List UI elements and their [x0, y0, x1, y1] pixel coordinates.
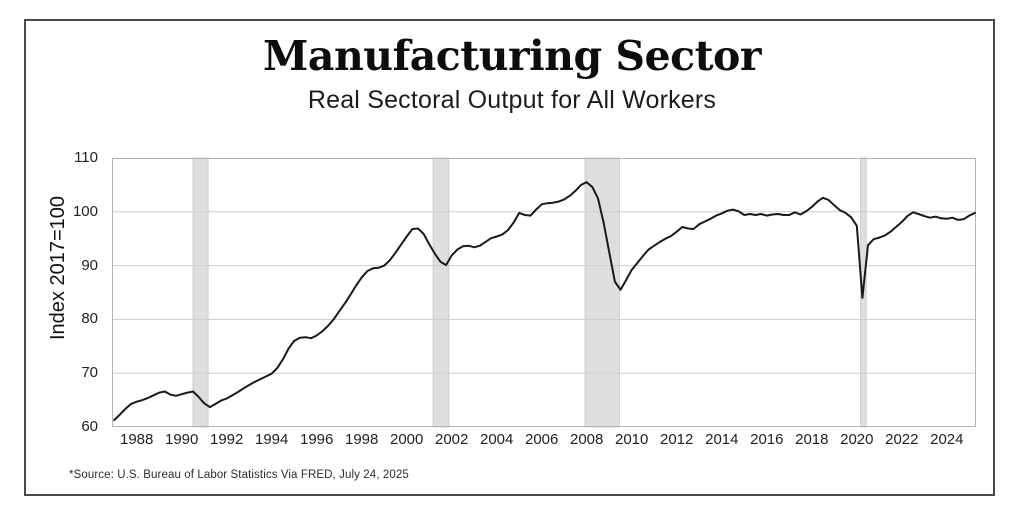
- x-tick-label: 2018: [795, 431, 829, 448]
- plot-svg: [112, 157, 976, 428]
- x-tick-label: 2004: [480, 431, 514, 448]
- x-tick-label: 2010: [615, 431, 649, 448]
- x-tick-label: 2016: [750, 431, 784, 448]
- x-tick-label: 1992: [210, 431, 244, 448]
- outer-frame-border: [24, 19, 995, 496]
- x-tick-label: 1990: [165, 431, 199, 448]
- x-tick-label: 1988: [120, 431, 154, 448]
- x-tick-label: 2012: [660, 431, 694, 448]
- y-tick-label: 90: [81, 256, 98, 274]
- chart-title: Manufacturing Sector: [263, 32, 761, 80]
- x-tick-label: 2002: [435, 431, 469, 448]
- x-tick-label: 1996: [300, 431, 334, 448]
- x-tick-label: 2020: [840, 431, 874, 448]
- x-tick-label: 2000: [390, 431, 424, 448]
- recession-band: [192, 157, 209, 428]
- axis-box: [112, 158, 976, 427]
- x-tick-label: 1994: [255, 431, 289, 448]
- y-tick-label: 100: [72, 202, 98, 220]
- x-tick-label: 2024: [930, 431, 964, 448]
- y-tick-label: 110: [74, 149, 98, 167]
- x-tick-label: 1998: [345, 431, 379, 448]
- recession-band: [584, 157, 620, 428]
- x-tick-label: 2008: [570, 431, 604, 448]
- y-tick-label: 80: [81, 310, 98, 328]
- source-note: *Source: U.S. Bureau of Labor Statistics…: [69, 469, 409, 481]
- y-tick-label: 70: [81, 364, 98, 382]
- recession-band: [432, 157, 450, 428]
- y-tick-label: 60: [81, 418, 98, 436]
- x-axis-ticks: 1988 1990 1992 1994 1996 1998 2000 2002 2004 2006…: [112, 431, 976, 451]
- y-axis-ticks: 60 70 80 90 100 110: [0, 149, 105, 435]
- output-line: [113, 181, 976, 421]
- x-tick-label: 2014: [705, 431, 739, 448]
- plot-area: [112, 157, 976, 428]
- x-tick-label: 2006: [525, 431, 559, 448]
- chart-subtitle: Real Sectoral Output for All Workers: [307, 86, 717, 114]
- x-tick-label: 2022: [885, 431, 919, 448]
